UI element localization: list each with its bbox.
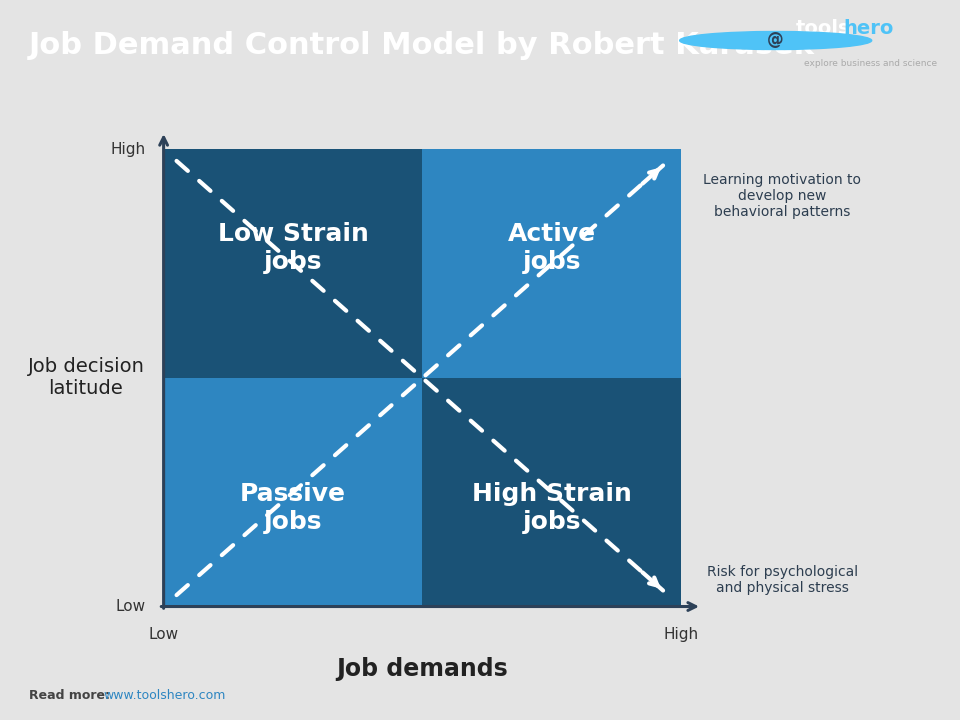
Text: Low: Low <box>149 627 179 642</box>
Text: hero: hero <box>843 19 893 38</box>
Text: Low: Low <box>115 599 146 614</box>
Text: Job decision
latitude: Job decision latitude <box>28 358 144 398</box>
Circle shape <box>680 32 872 50</box>
Text: High: High <box>110 142 146 157</box>
Text: Risk for psychological
and physical stress: Risk for psychological and physical stre… <box>707 565 858 595</box>
Text: Passive
jobs: Passive jobs <box>240 482 346 534</box>
Text: Job Demand Control Model by Robert Karasek: Job Demand Control Model by Robert Karas… <box>29 30 815 60</box>
Text: @: @ <box>767 32 784 50</box>
Text: Low Strain
jobs: Low Strain jobs <box>218 222 369 274</box>
Text: Read more:: Read more: <box>29 689 109 702</box>
Bar <box>163 150 422 378</box>
Text: High: High <box>663 627 699 642</box>
Text: www.toolshero.com: www.toolshero.com <box>104 689 226 702</box>
Bar <box>422 150 682 378</box>
Text: Learning motivation to
develop new
behavioral patterns: Learning motivation to develop new behav… <box>704 173 861 219</box>
Bar <box>163 378 422 606</box>
Text: Job demands: Job demands <box>337 657 508 681</box>
Text: High Strain
jobs: High Strain jobs <box>472 482 632 534</box>
Text: tools: tools <box>796 19 851 38</box>
Bar <box>422 378 682 606</box>
Text: Active
jobs: Active jobs <box>508 222 596 274</box>
Text: explore business and science: explore business and science <box>804 58 938 68</box>
